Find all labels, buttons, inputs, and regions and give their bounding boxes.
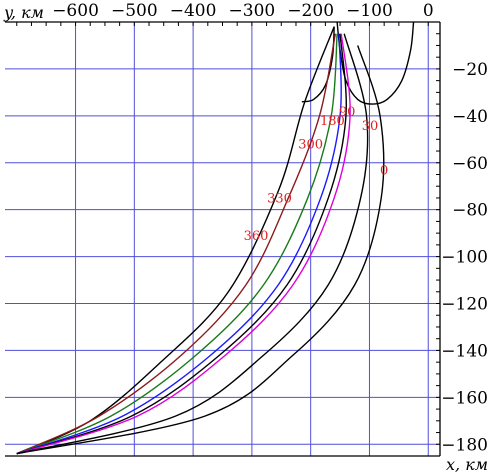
boundary-curve — [336, 21, 415, 105]
grid — [5, 22, 440, 456]
y-tick-label: −100 — [441, 248, 488, 268]
x-tick-label: −100 — [346, 1, 393, 21]
y-tick-label: −80 — [452, 201, 488, 221]
angle-annotation: 90 — [339, 105, 356, 120]
trajectory-line — [16, 33, 351, 455]
y-tick-label: −140 — [441, 341, 488, 361]
y-tick-label: −120 — [441, 295, 488, 315]
axes — [5, 21, 441, 457]
trajectory-line — [16, 33, 369, 455]
x-tick-label: −600 — [52, 1, 99, 21]
y-tick-label: −60 — [452, 154, 488, 174]
trajectory-line — [16, 33, 347, 455]
angle-annotation: 180 — [320, 114, 345, 129]
x-tick-label: −500 — [111, 1, 158, 21]
angle-annotation: 330 — [267, 192, 292, 207]
y-tick-label: −180 — [441, 435, 488, 455]
x-axis-label: x, км — [446, 455, 488, 474]
x-tick-label: 0 — [423, 1, 434, 21]
angle-annotation: 30 — [362, 119, 379, 134]
x-tick-label: −200 — [287, 1, 334, 21]
y-tick-label: −160 — [441, 388, 488, 408]
trajectory-line — [16, 33, 338, 455]
angle-annotation: 300 — [298, 138, 323, 153]
y-tick-label: −20 — [452, 60, 488, 80]
x-tick-label: −400 — [170, 1, 217, 21]
series-layer — [16, 21, 415, 455]
ticks: −600 −500 −400 −300 −200 −100 0 −20 −40 −60 −80 −10… — [52, 1, 488, 455]
trajectory-line — [16, 33, 337, 455]
x-tick-label: −300 — [229, 1, 276, 21]
y-tick-label: −40 — [452, 107, 488, 127]
trajectory-line — [16, 45, 385, 455]
y-axis-label: y, км — [3, 3, 44, 22]
angle-annotation: 360 — [244, 229, 269, 244]
angle-annotation: 0 — [380, 163, 388, 178]
trajectory-line — [16, 33, 342, 455]
